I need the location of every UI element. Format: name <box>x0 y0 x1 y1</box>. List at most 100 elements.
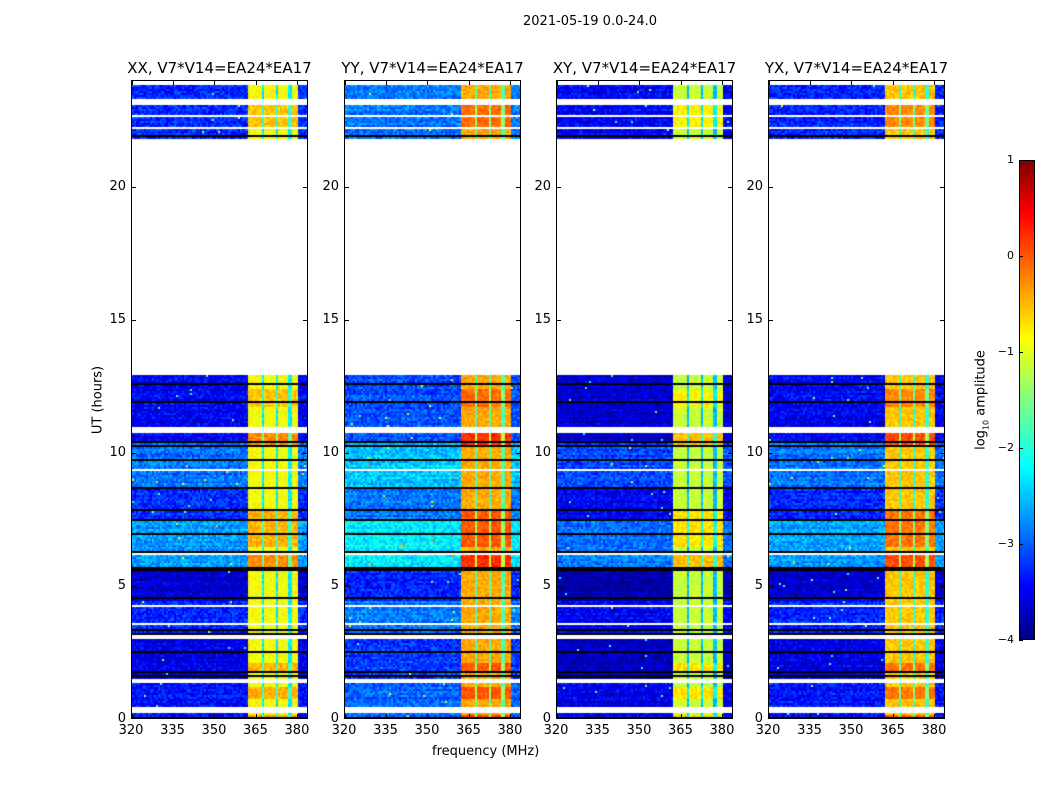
y-tick-mark <box>728 586 732 588</box>
y-tick-mark <box>132 320 136 322</box>
y-tick-mark <box>132 586 136 588</box>
y-tick-label: 5 <box>117 577 126 593</box>
x-tick-label: 335 <box>160 723 185 738</box>
x-tick-mark <box>510 714 512 718</box>
y-tick-mark <box>345 453 349 455</box>
y-tick-mark <box>940 320 944 322</box>
y-tick-label: 0 <box>542 711 551 726</box>
y-tick-label: 15 <box>746 311 763 327</box>
x-tick-label: 350 <box>838 723 864 738</box>
y-tick-label: 5 <box>330 577 339 593</box>
y-tick-mark <box>769 187 773 188</box>
y-tick-label: 10 <box>746 444 763 460</box>
x-tick-label: 365 <box>456 723 481 738</box>
x-tick-mark <box>680 81 682 85</box>
y-tick-label: 10 <box>322 444 339 460</box>
colorbar-tick-mark <box>1019 256 1023 257</box>
y-tick-mark <box>557 586 561 588</box>
y-tick-label: 5 <box>542 577 551 593</box>
y-tick-label: 15 <box>322 311 339 327</box>
x-tick-label: 350 <box>201 723 227 738</box>
colorbar-tick-mark <box>1019 160 1023 161</box>
x-tick-mark <box>427 714 429 718</box>
colorbar-label-rest: amplitude <box>973 350 989 420</box>
spectrogram-heatmap <box>345 81 520 718</box>
x-tick-label: 365 <box>880 723 905 738</box>
x-tick-mark <box>934 81 936 85</box>
y-tick-mark <box>728 187 732 188</box>
y-tick-label: 10 <box>534 444 551 460</box>
colorbar-tick-mark <box>1019 640 1023 641</box>
spectrogram-panel <box>131 80 308 719</box>
y-tick-label: 20 <box>746 178 763 194</box>
x-tick-label: 380 <box>709 723 735 738</box>
spectrogram-panel <box>768 80 945 719</box>
colorbar-label-sub: 10 <box>981 419 991 431</box>
y-tick-mark <box>303 453 307 455</box>
x-tick-mark <box>510 81 512 85</box>
x-tick-mark <box>639 714 641 718</box>
x-tick-mark <box>468 714 470 718</box>
y-tick-label: 20 <box>322 178 339 194</box>
colorbar <box>1019 160 1035 640</box>
x-tick-label: 320 <box>543 723 569 738</box>
y-tick-label: 15 <box>109 311 126 327</box>
colorbar-tick-label: −3 <box>997 537 1014 550</box>
x-tick-mark <box>214 81 216 85</box>
x-tick-mark <box>851 714 853 718</box>
x-tick-mark <box>297 714 299 718</box>
y-tick-mark <box>345 320 349 322</box>
x-tick-mark <box>851 81 853 85</box>
x-tick-label: 335 <box>585 723 610 738</box>
colorbar-tick-mark <box>1019 352 1023 353</box>
colorbar-tick-label: −1 <box>997 345 1014 358</box>
x-tick-mark <box>345 714 346 718</box>
x-tick-mark <box>809 81 811 85</box>
x-tick-mark <box>132 714 133 718</box>
y-tick-mark <box>132 187 136 188</box>
x-tick-label: 350 <box>626 723 652 738</box>
y-tick-mark <box>940 586 944 588</box>
y-tick-mark <box>303 586 307 588</box>
figure-title: 2021-05-19 0.0-24.0 <box>523 14 657 29</box>
x-tick-label: 335 <box>797 723 822 738</box>
x-tick-mark <box>597 81 599 85</box>
y-tick-label: 10 <box>109 444 126 460</box>
colorbar-label-log: log <box>973 430 989 450</box>
x-tick-mark <box>132 81 133 85</box>
x-tick-mark <box>557 81 558 85</box>
panel-title: YX, V7*V14=EA24*EA17 <box>764 59 949 77</box>
colorbar-tick-label: 0 <box>1007 249 1014 262</box>
y-tick-label: 5 <box>754 577 763 593</box>
x-tick-label: 320 <box>755 723 781 738</box>
y-tick-mark <box>557 453 561 455</box>
y-tick-mark <box>345 586 349 588</box>
spectrogram-panel <box>344 80 521 719</box>
y-tick-label: 0 <box>330 711 339 726</box>
y-tick-mark <box>769 320 773 322</box>
panel-title: XY, V7*V14=EA24*EA17 <box>552 59 737 77</box>
x-tick-mark <box>345 81 346 85</box>
spectrogram-heatmap <box>769 81 944 718</box>
x-tick-mark <box>639 81 641 85</box>
y-tick-mark <box>516 320 520 322</box>
x-tick-mark <box>722 714 724 718</box>
colorbar-tick-mark <box>1019 544 1023 545</box>
x-tick-mark <box>172 714 174 718</box>
colorbar-tick-label: 1 <box>1007 153 1014 166</box>
x-tick-label: 320 <box>118 723 144 738</box>
y-tick-mark <box>769 453 773 455</box>
x-tick-mark <box>427 81 429 85</box>
x-tick-mark <box>255 714 257 718</box>
x-tick-label: 320 <box>331 723 357 738</box>
y-tick-mark <box>303 187 307 188</box>
y-tick-label: 0 <box>117 711 126 726</box>
panel-title: XX, V7*V14=EA24*EA17 <box>127 59 312 77</box>
x-tick-mark <box>680 714 682 718</box>
spectrogram-heatmap <box>132 81 307 718</box>
x-tick-mark <box>385 81 387 85</box>
y-tick-mark <box>728 320 732 322</box>
y-tick-mark <box>303 320 307 322</box>
y-tick-mark <box>728 453 732 455</box>
y-tick-mark <box>557 187 561 188</box>
